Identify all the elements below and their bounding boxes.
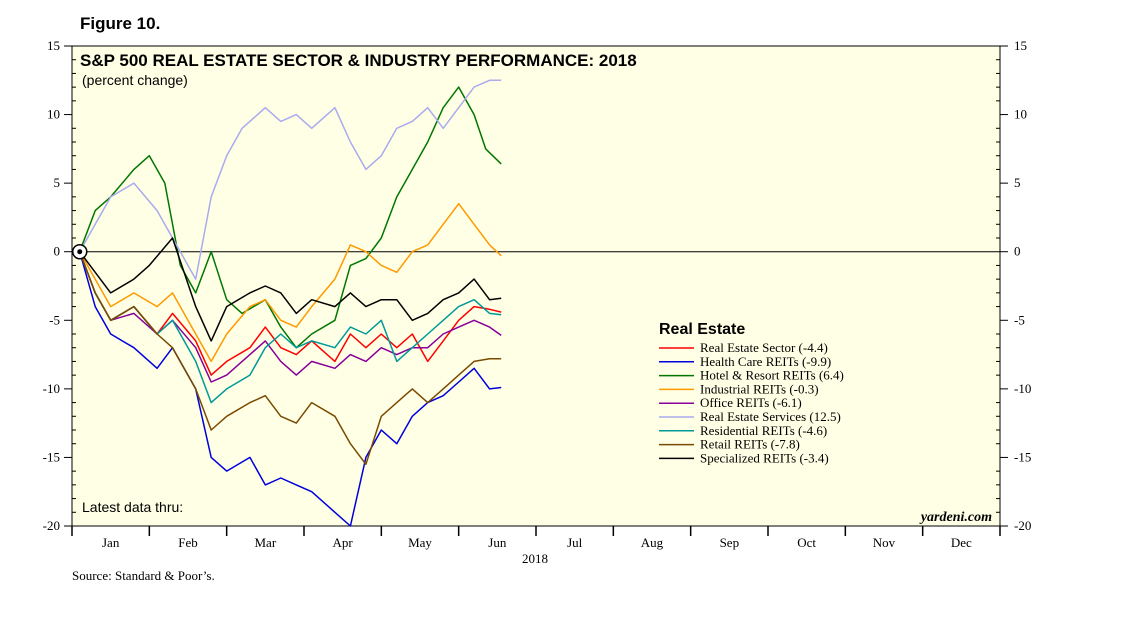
chart-subtitle: (percent change) (82, 72, 188, 88)
y-tick-label-left: -10 (43, 381, 60, 396)
latest-data-note: Latest data thru: (82, 499, 183, 515)
y-tick-label-right: -20 (1014, 518, 1031, 533)
x-tick-label: May (408, 535, 432, 550)
x-tick-label: Oct (797, 535, 816, 550)
x-tick-label: Jul (567, 535, 583, 550)
series-line (79, 79, 502, 280)
source-note: Source: Standard & Poor’s. (72, 568, 215, 583)
y-tick-label-left: 15 (47, 38, 60, 53)
y-tick-label-right: 10 (1014, 107, 1027, 122)
y-tick-label-left: 10 (47, 107, 60, 122)
x-tick-label: Sep (720, 535, 740, 550)
series-line (78, 251, 502, 466)
x-tick-label: Nov (873, 535, 896, 550)
series-line (78, 251, 502, 404)
y-tick-label-left: -5 (49, 312, 60, 327)
legend-label: Hotel & Resort REITs (6.4) (700, 368, 844, 383)
y-tick-label-right: 5 (1014, 175, 1021, 190)
plot-background (71, 45, 1001, 527)
figure-label: Figure 10. (80, 14, 161, 33)
series-line (79, 202, 502, 363)
legend-label: Health Care REITs (-9.9) (700, 354, 831, 369)
series-line (79, 237, 502, 342)
legend-label: Residential REITs (-4.6) (700, 423, 827, 438)
y-tick-label-right: -15 (1014, 449, 1031, 464)
y-tick-label-left: 5 (54, 175, 61, 190)
legend-label: Office REITs (-6.1) (700, 395, 802, 410)
y-tick-label-right: 0 (1014, 244, 1021, 259)
legend-label: Specialized REITs (-3.4) (700, 450, 829, 465)
chart-title: S&P 500 REAL ESTATE SECTOR & INDUSTRY PE… (80, 51, 637, 70)
y-tick-label-right: -10 (1014, 381, 1031, 396)
x-tick-label: Apr (333, 535, 354, 550)
legend-label: Real Estate Sector (-4.4) (700, 340, 828, 355)
legend-label: Real Estate Services (12.5) (700, 409, 841, 424)
y-tick-label-left: -20 (43, 518, 60, 533)
x-tick-label: Aug (641, 535, 664, 550)
x-tick-label: Jun (488, 535, 507, 550)
watermark: yardeni.com (919, 510, 992, 525)
y-tick-label-left: 0 (54, 244, 61, 259)
x-axis-label: 2018 (522, 551, 548, 566)
y-tick-label-left: -15 (43, 449, 60, 464)
y-tick-label-right: 15 (1014, 38, 1027, 53)
legend-label: Retail REITs (-7.8) (700, 437, 800, 452)
origin-marker-dot (77, 249, 83, 255)
series-line (78, 251, 502, 376)
x-tick-label: Dec (951, 535, 972, 550)
y-tick-label-right: -5 (1014, 312, 1025, 327)
x-tick-label: Feb (178, 535, 198, 550)
legend-label: Industrial REITs (-0.3) (700, 381, 819, 396)
x-tick-label: Mar (254, 535, 276, 550)
x-tick-label: Jan (102, 535, 120, 550)
legend-title: Real Estate (659, 321, 745, 338)
series-line (78, 251, 502, 527)
